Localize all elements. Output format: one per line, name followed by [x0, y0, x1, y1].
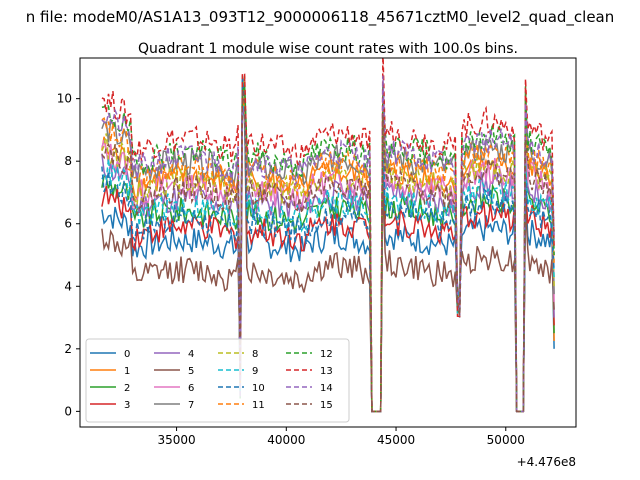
x-tick-label: 35000 — [157, 433, 195, 447]
series-line-15 — [101, 89, 555, 413]
legend-label-5: 5 — [188, 366, 194, 377]
y-axis: 0 2 4 6 8 10 — [57, 92, 80, 418]
series-line-5 — [101, 108, 555, 413]
suptitle: n file: modeM0/AS1A13_093T12_9000006118_… — [26, 8, 615, 27]
legend-label-13: 13 — [320, 366, 333, 377]
series-line-14 — [101, 75, 555, 413]
legend-label-6: 6 — [188, 383, 194, 394]
legend-label-0: 0 — [124, 349, 130, 360]
legend-label-4: 4 — [188, 349, 194, 360]
series-line-4 — [101, 79, 555, 413]
plot-frame — [79, 57, 577, 428]
chart-title: Quadrant 1 module wise count rates with … — [138, 41, 518, 57]
legend-label-8: 8 — [252, 349, 258, 360]
legend-box — [85, 338, 350, 423]
y-tick-label: 2 — [64, 342, 72, 356]
legend-label-9: 9 — [252, 366, 258, 377]
x-tick-label: 50000 — [487, 433, 525, 447]
legend-label-2: 2 — [124, 383, 130, 394]
x-axis: 35000 40000 45000 50000 — [157, 427, 525, 447]
series-line-10 — [101, 75, 555, 413]
series-line-3 — [101, 77, 555, 413]
series-lines — [101, 58, 555, 413]
legend-label-15: 15 — [320, 400, 333, 411]
x-tick-label: 40000 — [267, 433, 305, 447]
series-line-13 — [101, 58, 555, 413]
x-offset-label: +4.476e8 — [517, 455, 576, 469]
legend-label-7: 7 — [188, 400, 194, 411]
y-tick-label: 4 — [64, 279, 72, 293]
y-tick-label: 0 — [64, 404, 72, 418]
series-line-11 — [101, 92, 555, 413]
legend-label-10: 10 — [252, 383, 265, 394]
y-tick-label: 8 — [64, 154, 72, 168]
y-tick-label: 6 — [64, 217, 72, 231]
legend-label-3: 3 — [124, 400, 130, 411]
legend-label-14: 14 — [320, 383, 333, 394]
legend-label-1: 1 — [124, 366, 130, 377]
legend-label-12: 12 — [320, 349, 333, 360]
x-tick-label: 45000 — [377, 433, 415, 447]
legend-label-11: 11 — [252, 400, 265, 411]
y-tick-label: 10 — [57, 92, 72, 106]
